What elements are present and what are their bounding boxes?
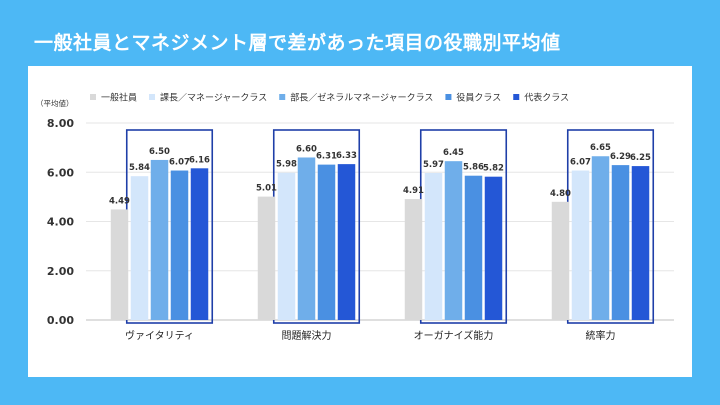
category-label: 統率力 (586, 329, 616, 342)
bar (297, 157, 316, 320)
chart-panel: （平均値） 0.00 2.00 4.00 6.00 8.00 一般社員 課長／マネージャークラ… (28, 66, 692, 377)
bar (611, 165, 630, 320)
bar (257, 196, 276, 320)
bar (404, 199, 423, 320)
bar (484, 176, 503, 320)
data-label: 6.65 (590, 143, 611, 153)
legend-label: 一般社員 (101, 92, 137, 104)
legend-swatch (445, 94, 452, 100)
bar (130, 176, 149, 320)
data-label: 6.29 (610, 152, 631, 162)
category-label: ヴァイタリティ (125, 329, 194, 342)
data-label: 6.50 (149, 147, 170, 157)
y-axis-label: （平均値） (36, 98, 74, 108)
data-label: 6.07 (570, 158, 591, 168)
legend-swatch (279, 94, 286, 100)
y-tick-label: 4.00 (47, 216, 74, 229)
data-label: 6.16 (189, 155, 210, 165)
bar (317, 164, 336, 320)
legend-swatch (149, 94, 156, 100)
bar (190, 168, 209, 320)
y-tick-label: 8.00 (47, 117, 74, 130)
data-label: 6.45 (443, 148, 464, 158)
bar (464, 175, 483, 320)
data-label: 5.01 (256, 184, 277, 194)
category-label: 問題解決力 (282, 329, 332, 342)
data-label: 4.80 (550, 189, 571, 199)
legend-label: 部長／ゼネラルマネージャークラス (290, 92, 433, 104)
bar (337, 164, 356, 320)
bar (150, 159, 169, 320)
data-label: 6.07 (169, 158, 190, 168)
data-label: 6.60 (296, 144, 317, 154)
bar (631, 166, 650, 320)
legend-swatch (90, 94, 96, 100)
legend-label: 代表クラス (524, 92, 569, 104)
data-label: 5.97 (423, 160, 444, 170)
data-label: 6.31 (316, 152, 337, 162)
legend-label: 役員クラス (456, 92, 501, 104)
data-label: 4.91 (403, 186, 424, 196)
category-label: オーガナイズ能力 (414, 329, 494, 342)
y-tick-label: 6.00 (47, 166, 74, 179)
bar (277, 172, 296, 320)
bar (571, 170, 590, 320)
bar (170, 170, 189, 320)
bar (551, 201, 570, 320)
data-label: 6.25 (630, 153, 651, 163)
data-label: 5.82 (483, 164, 504, 174)
bar (444, 161, 463, 320)
data-label: 4.49 (109, 196, 130, 206)
legend-swatch (513, 94, 520, 100)
data-label: 5.86 (463, 163, 484, 173)
bar-chart: （平均値） 0.00 2.00 4.00 6.00 8.00 一般社員 課長／マネージャークラ… (36, 92, 674, 342)
data-label: 5.98 (276, 160, 297, 170)
y-tick-label: 2.00 (47, 265, 74, 278)
y-tick-label: 0.00 (47, 314, 74, 327)
bar (591, 156, 610, 320)
data-label: 5.84 (129, 163, 150, 173)
bar (110, 209, 129, 320)
slide-title: 一般社員とマネジメント層で差があった項目の役職別平均値 (34, 32, 561, 54)
legend-label: 課長／マネージャークラス (160, 92, 267, 104)
bar (424, 172, 443, 320)
data-label: 6.33 (336, 151, 357, 161)
